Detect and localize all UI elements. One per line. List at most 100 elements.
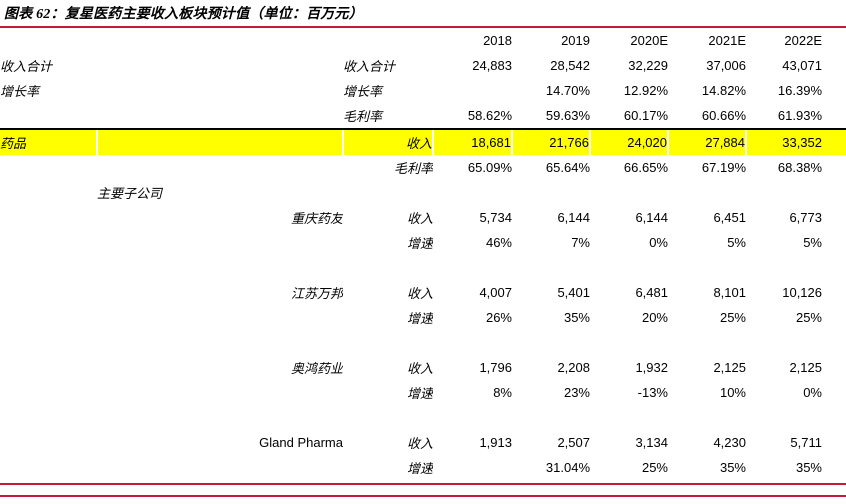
value-cell: 0% (803, 385, 822, 400)
row-label-cell (0, 330, 97, 355)
value-cell: 6,451 (713, 210, 746, 225)
table-row: 毛利率 58.62% 59.63% 60.17% 60.66% 61.93% (0, 103, 846, 129)
value-cell: 25% (795, 310, 822, 325)
value-cell (590, 405, 668, 430)
value-cell: 6,144 (557, 210, 590, 225)
value-cell: 60.66% (701, 108, 746, 123)
value-cell (590, 255, 668, 280)
value-cell: 4,007 (479, 285, 512, 300)
value-cell: 21,766 (511, 128, 590, 155)
value-cell (433, 405, 512, 430)
value-cell: 2,507 (557, 435, 590, 450)
row-label-cell (0, 355, 97, 380)
value-cell: 58.62% (467, 108, 512, 123)
value-cell (668, 180, 746, 205)
value-cell: 5,734 (479, 210, 512, 225)
year-header-cell: 2018 (483, 33, 512, 48)
row-label-cell (0, 455, 97, 480)
title-underline (0, 26, 846, 28)
value-cell (746, 330, 846, 355)
subsidiary-cell (96, 128, 343, 155)
value-cell: 32,229 (628, 58, 668, 73)
table-row: Gland Pharma 收入 1,913 2,507 3,134 4,230 5,711 (0, 430, 846, 455)
subsidiary-cell (97, 405, 343, 430)
table-row: 增速 46% 7% 0% 5% 5% (0, 230, 846, 255)
spacer-row (0, 405, 846, 430)
subsidiary-cell (97, 255, 343, 280)
value-cell: 5% (727, 235, 746, 250)
metric-cell: 毛利率 (393, 161, 433, 176)
value-cell: 46% (485, 235, 512, 250)
metric-cell: 收入合计 (343, 59, 396, 74)
row-label-cell (0, 405, 97, 430)
value-cell: 28,542 (550, 58, 590, 73)
row-label-cell (0, 380, 97, 405)
value-cell: 18,681 (432, 128, 512, 155)
value-cell: 20% (641, 310, 668, 325)
table-row: 收入合计 收入合计 24,883 28,542 32,229 37,006 43,071 (0, 53, 846, 78)
subsidiary-cell (97, 305, 343, 330)
value-cell: 14.70% (545, 83, 590, 98)
value-cell: 1,796 (479, 360, 512, 375)
value-cell: 8,101 (713, 285, 746, 300)
metric-cell: 收入 (342, 128, 433, 155)
value-cell: 66.65% (623, 160, 668, 175)
metric-cell: 增速 (406, 461, 433, 476)
value-cell: 65.09% (467, 160, 512, 175)
value-cell (512, 180, 590, 205)
value-cell (433, 330, 512, 355)
metric-cell (343, 180, 433, 205)
value-cell: 6,773 (789, 210, 822, 225)
value-cell: 16.39% (777, 83, 822, 98)
spacer-row (0, 330, 846, 355)
value-cell: 67.19% (701, 160, 746, 175)
value-cell: 1,913 (479, 435, 512, 450)
metric-cell (343, 255, 433, 280)
value-cell: 31.04% (545, 460, 590, 475)
subsidiary-cell (97, 78, 343, 103)
year-header-cell: 2020E (630, 33, 668, 48)
row-label-cell (0, 230, 97, 255)
metric-cell (343, 330, 433, 355)
subsidiary-cell: 重庆药友 (290, 211, 343, 226)
value-cell: 59.63% (545, 108, 590, 123)
value-cell: 6,481 (635, 285, 668, 300)
exhibit-title: 图表 62：复星医药主要收入板块预计值（单位：百万元） (4, 7, 363, 22)
metric-cell: 增长率 (343, 84, 383, 99)
row-label-cell: 增长率 (0, 84, 40, 99)
metric-cell: 增速 (406, 386, 433, 401)
metric-cell (343, 405, 433, 430)
value-cell (668, 255, 746, 280)
row-label-cell (0, 280, 97, 305)
header-empty-cell (0, 28, 97, 53)
spacer-row (0, 255, 846, 280)
value-cell (512, 330, 590, 355)
value-cell: 24,883 (472, 58, 512, 73)
row-label-cell (0, 430, 97, 455)
subsidiary-cell (97, 53, 343, 78)
value-cell: -13% (637, 385, 668, 400)
subsidiary-cell (97, 103, 343, 129)
value-cell (746, 405, 846, 430)
value-cell: 14.82% (701, 83, 746, 98)
value-cell: 5% (803, 235, 822, 250)
value-cell: 10,126 (782, 285, 822, 300)
value-cell: 35% (563, 310, 590, 325)
revenue-forecast-table: 2018 2019 2020E 2021E 2022E 收入合计 收入合计 24,883 28… (0, 28, 846, 480)
value-cell: 27,884 (667, 128, 746, 155)
value-cell: 2,208 (557, 360, 590, 375)
metric-cell: 收入 (406, 361, 433, 376)
value-cell: 7% (571, 235, 590, 250)
metric-cell: 增速 (406, 311, 433, 326)
subsidiary-cell: 奥鸿药业 (290, 361, 343, 376)
table-row: 增速 26% 35% 20% 25% 25% (0, 305, 846, 330)
metric-cell: 毛利率 (343, 109, 383, 124)
value-cell (590, 330, 668, 355)
header-empty-cell (343, 28, 433, 53)
value-cell: 24,020 (589, 128, 668, 155)
metric-cell: 收入 (406, 436, 433, 451)
value-cell: 2,125 (713, 360, 746, 375)
value-cell (668, 330, 746, 355)
value-cell: 23% (563, 385, 590, 400)
value-cell (746, 180, 846, 205)
